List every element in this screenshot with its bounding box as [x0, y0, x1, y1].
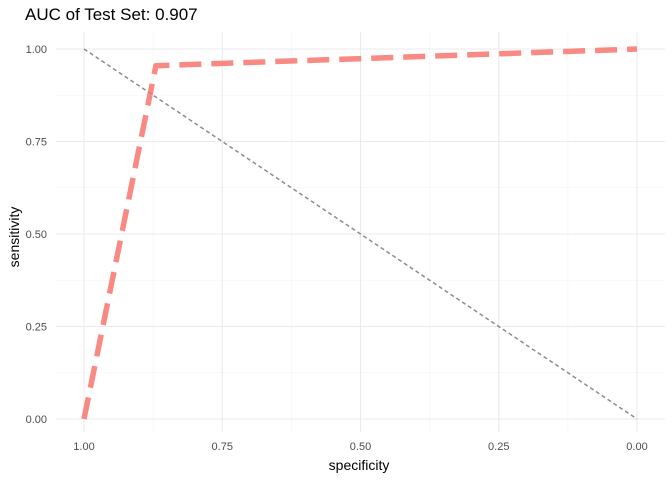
y-axis-title: sensitivity — [6, 207, 22, 268]
reference-diagonal-line — [83, 48, 638, 420]
y-tick-label: 0.50 — [26, 229, 47, 241]
y-axis-ticks: 0.00 0.25 0.50 0.75 1.00 — [26, 44, 47, 426]
x-tick-label: 0.75 — [212, 441, 233, 453]
series-layer — [81, 46, 638, 420]
y-tick-label: 0.75 — [26, 137, 47, 149]
x-tick-label: 0.25 — [488, 441, 509, 453]
x-tick-label: 1.00 — [73, 441, 94, 453]
grid — [56, 32, 665, 432]
y-tick-label: 0.00 — [26, 414, 47, 426]
x-tick-label: 0.00 — [626, 441, 647, 453]
x-axis-title: specificity — [329, 457, 390, 473]
x-axis-ticks: 1.00 0.75 0.50 0.25 0.00 — [73, 441, 647, 453]
y-tick-label: 1.00 — [26, 44, 47, 56]
x-tick-label: 0.50 — [350, 441, 371, 453]
y-tick-label: 0.25 — [26, 322, 47, 334]
chart-title: AUC of Test Set: 0.907 — [25, 5, 198, 24]
roc-curve-line — [81, 46, 638, 420]
